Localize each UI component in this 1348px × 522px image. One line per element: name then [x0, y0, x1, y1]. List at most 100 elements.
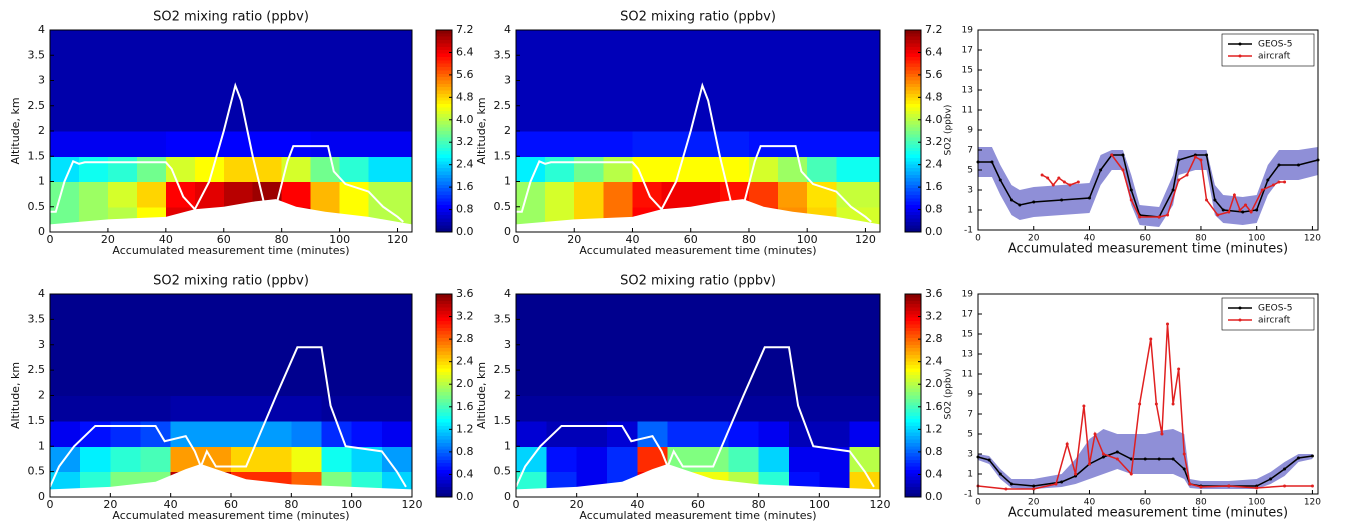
x-axis-label: Accumulated measurement time (minutes) [1008, 506, 1288, 521]
x-tick-label: 40 [1084, 234, 1096, 244]
heatmap-cell [107, 156, 138, 182]
x-axis-label: Accumulated measurement time (minutes) [112, 509, 349, 522]
colorbar-segment [436, 80, 452, 85]
heatmap-cell [252, 131, 283, 157]
flight-track [515, 346, 875, 488]
x-tick-label: 120 [387, 233, 408, 246]
colorbar-tick-label: 2.8 [456, 332, 474, 345]
colorbar-segment [905, 144, 921, 149]
colorbar-segment [905, 151, 921, 156]
heatmap-cell [698, 294, 729, 396]
data-point [1138, 402, 1142, 406]
data-point [1009, 482, 1013, 486]
heatmap-cell [603, 131, 633, 157]
y-tick-label: 7 [967, 146, 973, 156]
colorbar-segment [436, 124, 452, 129]
data-point [1166, 322, 1170, 326]
colorbar-segment [905, 157, 921, 162]
colorbar-segment [905, 221, 921, 226]
y-tick-label: 0.5 [28, 465, 46, 478]
colorbar-segment [436, 321, 452, 325]
data-point [1157, 457, 1161, 461]
x-tick-label: 100 [341, 498, 362, 511]
heatmap-cell [545, 131, 575, 157]
colorbar-segment [905, 483, 921, 488]
heatmap-cell [78, 30, 109, 132]
x-tick-label: 20 [101, 233, 115, 246]
data-point [1129, 457, 1133, 461]
x-tick-label: 80 [284, 498, 298, 511]
colorbar-segment [905, 419, 921, 424]
colorbar-segment [436, 480, 452, 484]
colorbar-segment [905, 337, 921, 342]
x-tick-label: 60 [224, 498, 238, 511]
heatmap-cell [690, 156, 721, 182]
colorbar-tick-label: 5.6 [456, 68, 474, 81]
colorbar-segment [436, 476, 452, 481]
heatmap-cell [291, 446, 322, 473]
heatmap-cell [778, 131, 808, 157]
chart-title: SO2 mixing ratio (ppbv) [620, 274, 776, 289]
heatmap-cell [607, 446, 638, 473]
y-tick-label: 3 [504, 74, 511, 87]
colorbar-segment [436, 56, 452, 61]
colorbar-segment [436, 331, 452, 336]
colorbar-segment [436, 188, 452, 193]
colorbar-segment [436, 412, 452, 417]
heatmap-cell [170, 294, 202, 396]
heatmap-cell [231, 294, 262, 396]
y-tick-label: 2 [504, 389, 511, 402]
colorbar-segment [905, 446, 921, 451]
heatmap-cell [107, 30, 138, 132]
colorbar-segment [905, 378, 921, 383]
y-tick-label: 2 [504, 124, 511, 137]
heatmap-cell [603, 156, 633, 182]
y-tick-label: 1 [967, 470, 973, 480]
colorbar-segment [905, 375, 921, 380]
colorbar-segment [436, 70, 452, 75]
colorbar-segment [905, 114, 921, 119]
colorbar-segment [436, 40, 452, 44]
x-tick-label: 0 [47, 233, 54, 246]
heatmap-cell [546, 395, 578, 422]
colorbar-segment [905, 201, 921, 206]
data-point [1149, 337, 1153, 341]
colorbar-tick-label: 0.0 [925, 225, 943, 238]
colorbar-segment [905, 161, 921, 166]
colorbar-segment [436, 456, 452, 461]
y-tick-label: 9 [967, 390, 973, 400]
data-point [1093, 432, 1097, 436]
colorbar-segment [905, 205, 921, 209]
heatmap-cell [200, 294, 232, 396]
data-point [1227, 484, 1231, 488]
y-tick-label: 1 [38, 439, 45, 452]
heatmap-cell [252, 30, 283, 132]
flight-track [49, 346, 407, 488]
heatmap-cell [546, 294, 578, 396]
data-point [998, 178, 1002, 182]
data-point [1074, 472, 1078, 476]
colorbar-segment [905, 90, 921, 95]
colorbar-segment [436, 453, 452, 457]
colorbar-segment [436, 154, 452, 159]
data-point [1296, 456, 1300, 460]
colorbar-segment [905, 371, 921, 376]
colorbar-segment [905, 208, 921, 213]
legend-marker [1238, 42, 1242, 46]
heatmap-cell [849, 395, 881, 422]
heatmap-cell [140, 395, 172, 422]
colorbar-segment [436, 208, 452, 213]
y-tick-label: 0.5 [494, 200, 512, 213]
heatmap-cell [667, 294, 699, 396]
x-tick-label: 100 [797, 233, 818, 246]
x-tick-label: 20 [103, 498, 117, 511]
heatmap-cell [110, 294, 141, 396]
colorbar-tick-label: 3.2 [925, 310, 943, 323]
x-tick-label: 40 [625, 233, 639, 246]
colorbar-segment [436, 198, 452, 203]
colorbar-segment [436, 402, 452, 407]
colorbar-segment [905, 324, 921, 329]
colorbar-segment [905, 449, 921, 454]
y-tick-label: 4 [504, 287, 511, 300]
x-axis-label: Accumulated measurement time (minutes) [579, 244, 816, 257]
